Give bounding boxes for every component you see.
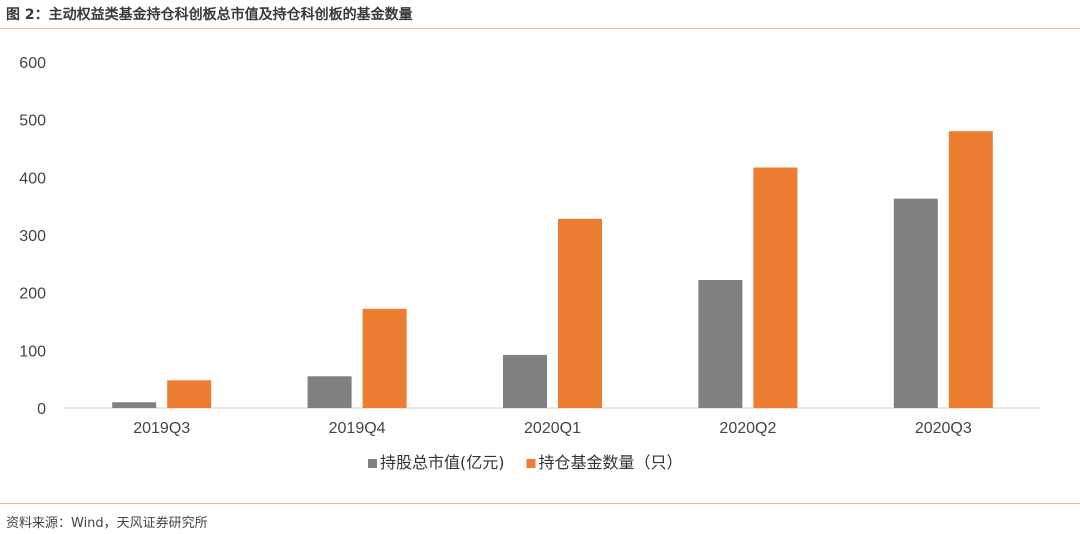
bar-fund-count [167,380,212,408]
x-tick-label: 2019Q3 [133,420,190,437]
x-tick-label: 2019Q4 [329,420,386,437]
y-tick-label: 500 [19,113,46,130]
x-tick-label: 2020Q1 [524,420,581,437]
bar-market-value [698,279,743,408]
legend-swatch [526,459,536,468]
figure-title: 图 2：主动权益类基金持仓科创板总市值及持仓科创板的基金数量 [6,7,413,23]
bar-market-value [503,354,547,408]
y-tick-label: 200 [19,286,46,303]
legend-swatch [368,459,377,468]
legend-label: 持仓基金数量（只） [539,453,683,472]
bar-fund-count [948,131,993,408]
x-tick-label: 2020Q3 [915,420,972,437]
y-axis: 0 100 200 300 400 500 600 [19,55,46,418]
source-note: 资料来源：Wind，天风证券研究所 [6,516,208,531]
y-tick-label: 0 [37,401,46,418]
bar-market-value [893,198,938,408]
bar-fund-count [558,218,602,408]
y-tick-label: 100 [19,343,46,360]
bars [112,131,993,408]
footer-divider [0,503,1080,504]
legend-label: 持股总市值(亿元) [380,453,505,472]
x-tick-label: 2020Q2 [719,420,776,437]
title-divider [0,28,1080,29]
y-tick-label: 600 [19,55,46,72]
x-axis: 2019Q3 2019Q4 2020Q1 2020Q2 2020Q3 [64,407,1041,437]
bar-fund-count [753,167,798,408]
legend: 持股总市值(亿元) 持仓基金数量（只） [368,453,683,472]
y-tick-label: 300 [19,228,46,245]
bar-market-value [307,376,352,408]
y-tick-label: 400 [19,170,46,187]
bar-market-value [112,402,157,408]
bar-fund-count [362,308,407,408]
